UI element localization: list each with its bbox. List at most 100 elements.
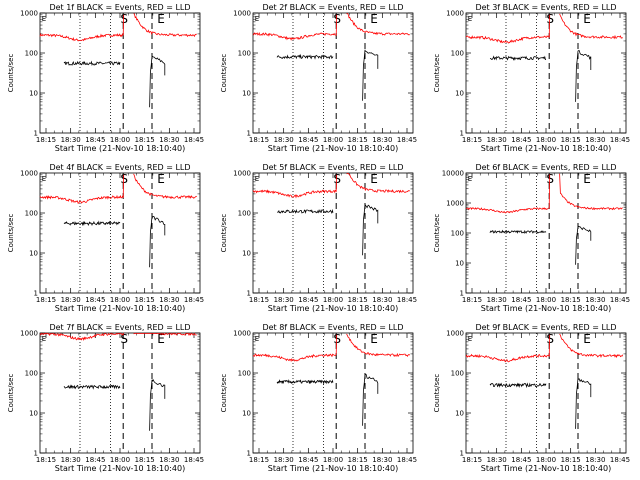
lld-series-line-pre (465, 174, 551, 214)
y-tick-label: 1 (460, 290, 464, 298)
y-tick-label: 1000 (446, 10, 464, 18)
y-axis-label: Counts/sec (433, 214, 441, 253)
y-tick-label: 1 (247, 450, 251, 458)
axis-edge-marker: E (468, 335, 472, 343)
lld-series-line-pre (39, 14, 125, 42)
y-axis-label: Counts/sec (220, 54, 228, 93)
x-tick-label: 18:30 (487, 456, 507, 464)
end-marker: E (157, 12, 165, 26)
y-axis-label: Counts/sec (7, 54, 15, 93)
end-marker: E (370, 172, 378, 186)
x-axis-label: Start Time (21-Nov-10 18:10:40) (481, 304, 611, 313)
lld-series-line-post (346, 13, 410, 36)
x-tick-label: 18:30 (159, 296, 179, 304)
x-tick-label: 18:45 (610, 456, 630, 464)
events-series-line-pre (489, 55, 547, 61)
x-tick-label: 18:15 (249, 296, 269, 304)
panel-title: Det 2f BLACK = Events, RED = LLD (262, 3, 403, 12)
end-marker: E (370, 332, 378, 346)
x-tick-label: 18:30 (585, 456, 605, 464)
axis-edge-marker: E (42, 175, 46, 183)
x-tick-label: 18:45 (397, 456, 417, 464)
x-tick-label: 18:00 (323, 136, 343, 144)
x-axis-label: Start Time (21-Nov-10 18:10:40) (481, 144, 611, 153)
x-tick-label: 18:15 (36, 296, 56, 304)
x-tick-label: 18:00 (323, 296, 343, 304)
start-marker: S (546, 172, 554, 186)
end-marker: E (370, 12, 378, 26)
plot-frame (39, 332, 201, 454)
y-tick-label: 100 (238, 210, 251, 218)
x-tick-label: 18:30 (585, 296, 605, 304)
end-marker: E (583, 172, 591, 186)
x-tick-label: 18:15 (462, 296, 482, 304)
x-tick-label: 18:30 (372, 456, 392, 464)
y-tick-label: 10 (455, 90, 464, 98)
y-tick-label: 1 (247, 290, 251, 298)
lld-series-line-pre (39, 332, 125, 342)
x-tick-label: 18:45 (610, 136, 630, 144)
y-axis-label: Counts/sec (7, 214, 15, 253)
x-tick-label: 18:15 (36, 136, 56, 144)
start-marker: S (120, 332, 128, 346)
x-tick-label: 18:15 (462, 136, 482, 144)
y-tick-label: 1000 (446, 330, 464, 338)
events-series-line-pre (276, 379, 334, 385)
lld-series-line-pre (39, 174, 125, 204)
x-tick-label: 18:15 (561, 456, 581, 464)
plot-frame (252, 332, 414, 454)
panel-title: Det 7f BLACK = Events, RED = LLD (49, 323, 190, 332)
x-tick-label: 18:45 (397, 296, 417, 304)
lld-series-line-post (559, 13, 623, 40)
x-tick-label: 18:30 (487, 296, 507, 304)
events-series-line-post (575, 49, 592, 102)
panel-title: Det 8f BLACK = Events, RED = LLD (262, 323, 403, 332)
start-marker: S (120, 12, 128, 26)
panel-8: Det 8f BLACK = Events, RED = LLD 1 10 100 10… (220, 323, 417, 473)
start-marker: S (546, 332, 554, 346)
x-axis-label: Start Time (21-Nov-10 18:10:40) (55, 464, 185, 473)
x-axis-label: Start Time (21-Nov-10 18:10:40) (55, 144, 185, 153)
panel-title: Det 6f BLACK = Events, RED = LLD (475, 163, 616, 172)
x-tick-label: 18:15 (348, 296, 368, 304)
x-tick-label: 18:45 (184, 456, 204, 464)
start-marker: S (333, 12, 341, 26)
y-tick-label: 10 (455, 260, 464, 268)
panel-7: Det 7f BLACK = Events, RED = LLD 1 10 100 10… (7, 323, 204, 473)
y-tick-label: 100 (25, 50, 38, 58)
plot-frame (39, 12, 201, 134)
x-tick-label: 18:15 (135, 296, 155, 304)
lld-series-line-pre (252, 14, 338, 41)
lld-series-line-post (559, 333, 624, 359)
panel-5: Det 5f BLACK = Events, RED = LLD 1 10 100 10… (220, 163, 417, 313)
x-tick-label: 18:45 (511, 136, 531, 144)
end-marker: E (157, 332, 165, 346)
lld-series-line-pre (252, 174, 338, 199)
y-tick-label: 1000 (20, 330, 38, 338)
y-tick-label: 1000 (20, 10, 38, 18)
x-tick-label: 18:00 (536, 456, 556, 464)
events-series-line-post (149, 216, 166, 268)
lld-series-line-pre (465, 14, 551, 44)
y-tick-label: 100 (238, 370, 251, 378)
x-axis-label: Start Time (21-Nov-10 18:10:40) (268, 144, 398, 153)
y-tick-label: 1 (460, 450, 464, 458)
x-tick-label: 18:00 (536, 136, 556, 144)
events-series-line-post (149, 378, 166, 431)
x-tick-label: 18:30 (274, 456, 294, 464)
y-tick-label: 1 (34, 450, 38, 458)
panel-title: Det 5f BLACK = Events, RED = LLD (262, 163, 403, 172)
panel-3: Det 3f BLACK = Events, RED = LLD 1 10 100 10… (433, 3, 630, 153)
plot-frame (465, 12, 627, 134)
x-tick-label: 18:30 (274, 136, 294, 144)
panel-title: Det 3f BLACK = Events, RED = LLD (475, 3, 616, 12)
start-marker: S (333, 172, 341, 186)
y-tick-label: 100 (451, 370, 464, 378)
axis-edge-marker: E (255, 15, 259, 23)
start-marker: S (546, 12, 554, 26)
x-tick-label: 18:15 (249, 456, 269, 464)
y-tick-label: 1000 (233, 10, 251, 18)
events-series-line-pre (489, 229, 547, 234)
x-tick-label: 18:45 (511, 296, 531, 304)
x-tick-label: 18:45 (85, 296, 105, 304)
